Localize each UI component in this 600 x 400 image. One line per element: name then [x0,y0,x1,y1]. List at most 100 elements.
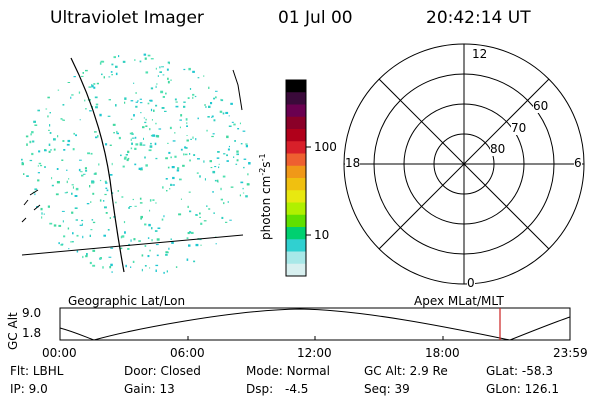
uv-speckle [73,132,75,135]
colorbar-segment [286,80,306,93]
uv-speckle [73,76,76,78]
uv-speckle [206,129,208,132]
uv-speckle [37,109,40,112]
uv-speckle [89,185,91,188]
uv-speckle [91,180,94,183]
uv-speckle [155,122,157,125]
uv-speckle [91,84,93,86]
uv-speckle [108,99,111,101]
uv-speckle [195,138,197,141]
uv-speckle [190,231,194,234]
uv-speckle [227,201,229,203]
geographic-label: Geographic Lat/Lon [68,294,186,308]
uv-speckle [245,195,248,198]
uv-speckle [140,215,143,219]
uv-speckle [150,58,154,60]
uv-speckle [203,220,207,222]
uv-speckle [208,86,210,89]
info-seq: Seq: 39 [364,382,410,396]
uv-speckle [228,125,232,127]
uv-speckle [167,142,169,144]
uv-speckle [111,74,113,76]
uv-speckle [105,143,108,146]
uv-speckle [150,99,153,102]
uv-speckle [170,238,172,240]
uv-speckle [49,112,51,114]
uv-speckle [192,93,195,96]
uv-speckle [166,68,169,71]
uv-speckle [145,164,148,167]
uv-speckle [107,229,110,231]
uv-speckle [135,101,138,103]
uv-speckle [37,172,40,174]
uv-speckle [100,60,103,63]
uv-speckle [26,175,29,177]
coastline-right [232,69,243,111]
uv-speckle [49,132,52,134]
uv-speckle [211,135,214,138]
uv-speckle [218,166,220,169]
uv-speckle [211,115,214,118]
uv-speckle [172,176,175,180]
uv-speckle [83,173,86,175]
uv-speckle [153,109,155,112]
uv-speckle [64,192,67,194]
uv-speckle [176,169,180,172]
uv-speckle [109,174,113,176]
uv-speckle [81,219,84,222]
lat-label-80: 80 [490,142,506,156]
uv-speckle [132,260,135,263]
uv-speckle [144,245,147,247]
uv-speckle [93,86,96,89]
uv-speckle [37,165,39,167]
colorbar-segment [286,104,306,118]
uv-speckle [239,194,241,197]
uv-speckle [151,227,153,230]
uv-speckle [234,140,236,142]
uv-speckle [58,224,62,227]
info-flt: Flt: LBHL [10,364,64,378]
uv-speckle [199,175,201,178]
uv-speckle [58,242,60,245]
uv-speckle [212,133,215,135]
uv-speckle [30,133,32,136]
uv-speckle [107,115,111,117]
uv-speckle [134,205,137,207]
uv-speckle [213,212,215,214]
uv-speckle [239,122,241,125]
altitude-ytick-high: 9.0 [22,306,42,320]
uv-speckle [147,102,150,105]
uv-speckle [92,249,96,252]
uv-speckle [233,156,235,158]
uv-speckle [149,128,151,131]
uv-speckle [245,144,248,148]
uv-speckle [139,102,143,104]
uv-speckle [134,163,137,166]
uv-speckle [94,131,97,133]
uv-speckle [135,105,138,108]
uv-speckle [214,166,217,168]
uv-speckle [75,187,79,191]
uv-speckle [113,132,115,134]
uv-speckle [98,163,100,166]
uv-speckle [37,179,40,182]
uv-speckle [26,143,28,146]
uv-speckle [187,232,190,235]
uv-speckle [29,140,32,144]
uv-speckle [180,198,182,200]
uv-speckle [147,54,151,57]
uv-speckle [193,260,196,263]
uv-speckle [21,158,23,161]
uv-speckle [104,180,107,183]
uv-speckle [167,166,170,169]
uv-speckle [68,248,70,250]
uv-speckle [150,108,153,112]
uv-speckle [120,154,122,157]
uv-speckle [179,119,182,121]
uv-speckle [220,187,222,191]
uv-speckle [210,102,213,105]
uv-speckle [135,92,137,94]
uv-speckle [87,152,90,155]
uv-speckle [167,61,170,64]
